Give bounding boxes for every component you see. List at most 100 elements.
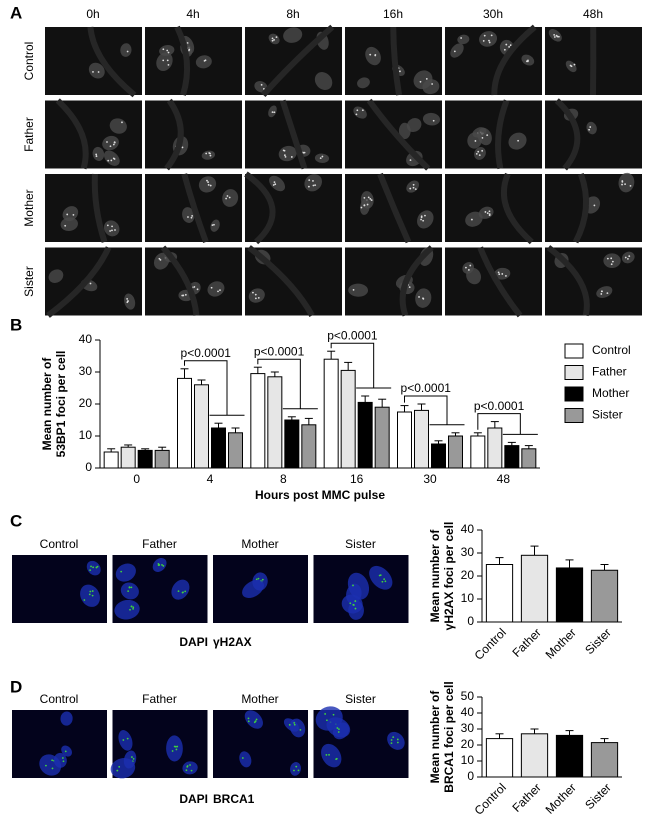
focus — [384, 580, 387, 583]
bar — [590, 569, 619, 623]
micrograph — [12, 555, 107, 623]
nucleus — [422, 79, 440, 95]
image-label: Control — [40, 692, 79, 706]
focus — [132, 606, 135, 609]
bar — [520, 554, 549, 623]
cell-outline — [495, 99, 510, 170]
bar — [590, 742, 619, 778]
focus — [62, 760, 65, 763]
micrograph — [545, 26, 642, 96]
bar — [487, 427, 503, 469]
nucleus — [242, 579, 265, 599]
micrograph — [245, 245, 342, 317]
focus — [128, 586, 131, 589]
nucleus — [166, 735, 183, 762]
focus — [158, 257, 161, 260]
focus — [261, 578, 264, 581]
focus — [187, 216, 189, 218]
micrograph-bg — [445, 100, 542, 169]
focus — [349, 602, 352, 605]
cell-outline — [279, 99, 308, 170]
focus — [390, 742, 393, 745]
focus — [319, 157, 322, 160]
nucleus — [269, 175, 286, 192]
legend-swatch — [564, 343, 584, 359]
cell-outline — [174, 25, 191, 96]
bar — [120, 446, 136, 469]
nucleus — [115, 563, 136, 582]
x-tick-label: Father — [509, 625, 543, 659]
nucleus — [621, 251, 635, 264]
focus — [196, 288, 199, 291]
micrograph — [213, 710, 308, 778]
focus — [392, 736, 395, 739]
focus — [166, 49, 169, 52]
micrograph — [313, 706, 409, 778]
focus — [191, 215, 194, 217]
focus — [488, 39, 490, 42]
focus — [467, 269, 470, 271]
focus — [167, 51, 170, 54]
micrograph — [145, 245, 242, 316]
bar — [485, 738, 514, 778]
y-tick-label: 30 — [461, 721, 475, 735]
nucleus — [86, 560, 101, 576]
focus — [488, 210, 491, 213]
bar — [154, 449, 170, 469]
nucleus — [92, 146, 105, 161]
focus — [167, 63, 170, 66]
micrograph — [145, 173, 242, 244]
focus — [209, 152, 211, 155]
focus — [498, 273, 501, 276]
cell-outline — [546, 245, 590, 317]
focus — [370, 199, 373, 202]
focus — [308, 179, 311, 182]
y-tick-label: 50 — [461, 689, 475, 703]
focus — [122, 739, 125, 741]
focus — [412, 186, 415, 189]
nucleus — [198, 176, 217, 193]
focus — [91, 590, 94, 592]
focus — [273, 181, 276, 184]
focus — [110, 159, 113, 162]
bar — [177, 377, 192, 469]
focus — [460, 37, 463, 39]
x-tick-label: 4 — [207, 472, 214, 486]
focus — [335, 758, 338, 761]
focus — [247, 720, 250, 723]
micrograph — [145, 98, 242, 171]
nucleus — [479, 31, 498, 47]
focus — [621, 180, 624, 182]
focus — [314, 184, 317, 187]
focus — [206, 179, 208, 182]
y-axis-label: 53BP1 foci per cell — [54, 351, 68, 458]
x-tick-label: Sister — [582, 780, 614, 812]
focus — [92, 71, 94, 73]
micrograph — [545, 172, 642, 244]
cell-outline — [500, 172, 534, 245]
focus — [126, 298, 129, 300]
focus — [254, 293, 257, 296]
image-label: Sister — [345, 537, 376, 551]
focus — [606, 257, 609, 260]
nucleus — [103, 220, 120, 237]
focus — [486, 212, 489, 215]
focus — [482, 40, 485, 42]
nucleus — [62, 206, 79, 222]
focus — [207, 183, 210, 186]
focus — [254, 720, 257, 723]
focus — [283, 154, 286, 157]
focus — [601, 290, 603, 293]
focus — [624, 256, 627, 259]
focus — [503, 48, 506, 51]
nucleus — [450, 43, 464, 58]
cell-outline — [164, 98, 184, 171]
focus — [312, 184, 315, 187]
y-tick-label: 20 — [461, 737, 475, 751]
micrograph — [345, 245, 442, 317]
focus — [127, 590, 130, 593]
focus — [621, 183, 623, 186]
nucleus — [118, 730, 133, 751]
nucleus — [332, 722, 350, 740]
cell-outline — [46, 246, 112, 318]
